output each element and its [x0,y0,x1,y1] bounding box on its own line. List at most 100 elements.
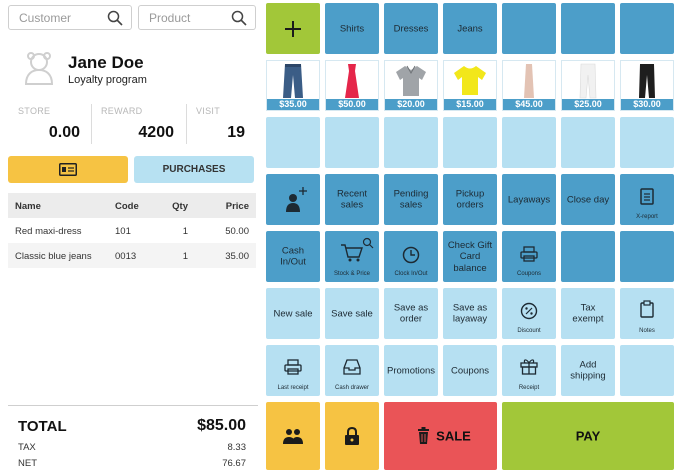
users-icon [283,429,303,444]
coupons-button[interactable]: Coupons [443,345,497,396]
product-tile-white-pants[interactable]: $25.00 [561,60,615,111]
col-qty-header: Qty [172,201,188,212]
totals-divider [8,405,258,406]
tile-label: Save as layaway [452,302,488,325]
stat-divider [91,104,92,144]
col-name-header: Name [15,201,41,212]
x-report-button[interactable]: X-report [620,174,674,225]
empty-tile[interactable] [561,117,615,168]
close-day-button[interactable]: Close day [561,174,615,225]
total-value: $85.00 [197,417,246,434]
product-price: $35.00 [267,99,319,110]
receipt-button[interactable]: Receipt [502,345,556,396]
product-tile-beige-skirt[interactable]: $45.00 [502,60,556,111]
customer-name: Jane Doe [68,53,144,72]
product-tile-yellow-tee[interactable]: $15.00 [443,60,497,111]
new-sale-button[interactable]: New sale [266,288,320,339]
check-gift-card-button[interactable]: Check Gift Card balance [443,231,497,282]
customers-button[interactable] [266,402,320,470]
row-qty: 1 [182,226,188,237]
sale-button[interactable]: SALE [384,402,497,470]
tile-caption: Last receipt [277,385,309,391]
tile-label: Close day [566,193,610,205]
row-code: 101 [115,226,131,237]
save-as-layaway-button[interactable]: Save as layaway [443,288,497,339]
stat-visit-value: 19 [227,124,245,141]
empty-tile[interactable] [384,117,438,168]
category-dresses[interactable]: Dresses [384,3,438,54]
tile-caption: X-report [636,214,658,220]
dress-image [345,64,359,98]
empty-tile[interactable] [620,3,674,54]
add-customer-button[interactable] [266,174,320,225]
report-icon [640,188,654,205]
product-price: $50.00 [326,99,378,110]
product-tile-red-dress[interactable]: $50.00 [325,60,379,111]
category-label: Jeans [457,22,483,34]
tax-label: TAX [18,442,36,453]
customer-card-button[interactable] [8,156,128,183]
lock-icon [345,427,359,445]
tile-label: New sale [273,307,313,319]
empty-tile[interactable] [266,117,320,168]
product-tile-gray-polo[interactable]: $20.00 [384,60,438,111]
table-row[interactable]: Classic blue jeans 0013 1 35.00 [8,243,256,268]
add-shipping-button[interactable]: Add shipping [561,345,615,396]
pending-sales-button[interactable]: Pending sales [384,174,438,225]
add-user-icon [286,187,307,212]
product-tile-black-pants[interactable]: $30.00 [620,60,674,111]
cart-search-icon [341,237,374,262]
last-receipt-button[interactable]: Last receipt [266,345,320,396]
add-item-button[interactable] [266,3,320,54]
empty-tile[interactable] [620,345,674,396]
empty-tile[interactable] [561,231,615,282]
category-label: Shirts [339,22,365,34]
empty-tile[interactable] [502,117,556,168]
tax-exempt-button[interactable]: Tax exempt [561,288,615,339]
empty-tile[interactable] [325,117,379,168]
tile-label: Add shipping [570,359,606,382]
coupons-icon-button[interactable]: Coupons [502,231,556,282]
promotions-button[interactable]: Promotions [384,345,438,396]
empty-tile[interactable] [620,117,674,168]
cash-in-out-button[interactable]: Cash In/Out [266,231,320,282]
lock-button[interactable] [325,402,379,470]
product-search-input[interactable]: Product [138,5,256,30]
stock-price-button[interactable]: Stock & Price [325,231,379,282]
net-label: NET [18,458,37,469]
customer-search-input[interactable]: Customer [8,5,132,30]
purchases-button[interactable]: PURCHASES [134,156,254,183]
empty-tile[interactable] [620,231,674,282]
save-as-order-button[interactable]: Save as order [384,288,438,339]
empty-tile[interactable] [443,117,497,168]
empty-tile[interactable] [502,3,556,54]
pickup-orders-button[interactable]: Pickup orders [443,174,497,225]
product-search-placeholder: Product [149,11,191,25]
layaways-button[interactable]: Layaways [502,174,556,225]
col-price-header: Price [225,201,249,212]
clock-in-out-button[interactable]: Clock In/Out [384,231,438,282]
gift-icon [520,359,538,375]
notes-button[interactable]: Notes [620,288,674,339]
category-jeans[interactable]: Jeans [443,3,497,54]
cash-drawer-button[interactable]: Cash drawer [325,345,379,396]
table-row[interactable]: Red maxi-dress 101 1 50.00 [8,218,256,243]
tile-label: Cash In/Out [280,245,306,268]
tshirt-image [454,66,486,95]
jeans-image [283,64,303,98]
product-price: $20.00 [385,99,437,110]
tile-caption: Discount [517,328,541,334]
tile-label: Pending sales [393,188,429,211]
tax-value: 8.33 [227,442,247,453]
clock-icon [402,246,420,264]
row-price: 35.00 [225,251,249,262]
product-tile-jeans[interactable]: $35.00 [266,60,320,111]
save-sale-button[interactable]: Save sale [325,288,379,339]
discount-button[interactable]: Discount [502,288,556,339]
empty-tile[interactable] [561,3,615,54]
net-value: 76.67 [222,458,246,469]
pay-button[interactable]: PAY [502,402,674,470]
category-shirts[interactable]: Shirts [325,3,379,54]
recent-sales-button[interactable]: Recent sales [325,174,379,225]
product-price: $45.00 [503,99,555,110]
